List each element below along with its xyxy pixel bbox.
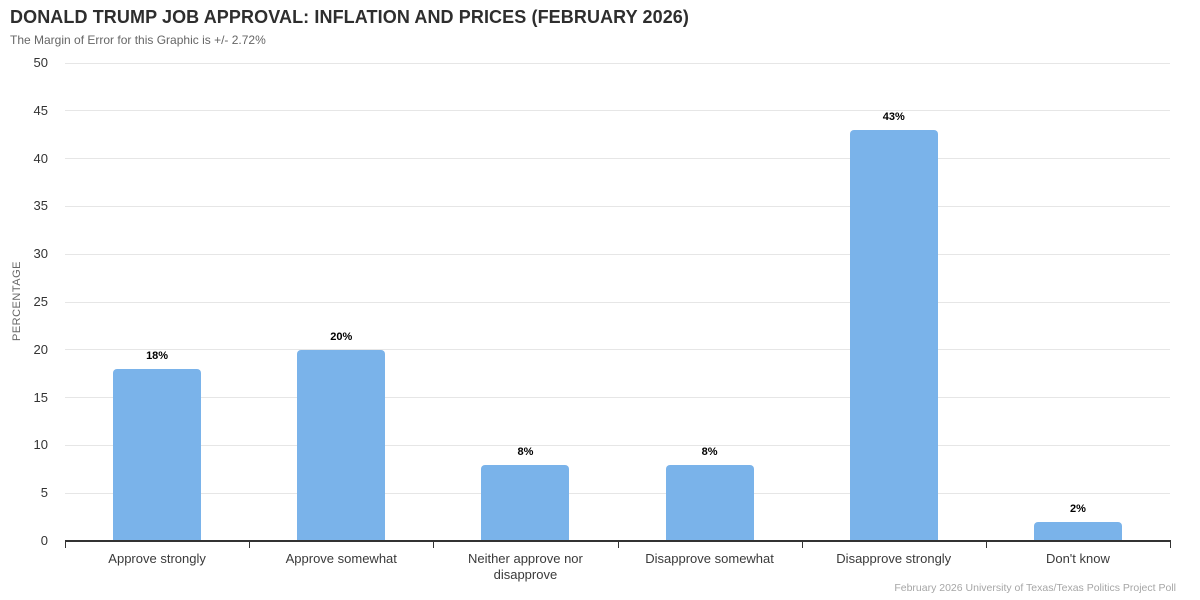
y-gridline [65, 301, 1170, 303]
x-axis-category-label: Approve strongly [108, 551, 206, 566]
y-gridline [65, 253, 1170, 255]
y-gridline [65, 205, 1170, 207]
bar-0[interactable] [113, 369, 202, 541]
bar-value-label: 18% [146, 350, 169, 362]
y-axis-tick-label: 0 [40, 533, 48, 548]
source-credit: February 2026 University of Texas/Texas … [894, 582, 1176, 594]
y-gridline [65, 492, 1170, 494]
x-axis-category-label: Don't know [1045, 551, 1110, 566]
y-axis-tick-label: 35 [33, 198, 48, 214]
bar-4[interactable] [849, 130, 938, 541]
y-gridline [65, 158, 1170, 160]
y-axis-tick-label: 5 [40, 485, 48, 501]
bar-value-label: 8% [701, 446, 718, 458]
y-axis-tick-label: 25 [33, 294, 48, 309]
bar-1[interactable] [297, 350, 386, 541]
y-gridline [65, 62, 1170, 64]
y-gridline [65, 397, 1170, 399]
y-gridline [65, 349, 1170, 351]
chart-title: DONALD TRUMP JOB APPROVAL: INFLATION AND… [10, 7, 690, 27]
x-axis-category-label: Disapprove strongly [836, 551, 952, 566]
bar-value-label: 2% [1069, 503, 1086, 515]
bar-3[interactable] [665, 465, 754, 541]
y-axis-tick-label: 10 [33, 437, 48, 453]
x-axis-category-label: Approve somewhat [285, 551, 397, 566]
y-axis-tick-label: 30 [33, 246, 48, 262]
x-axis-tick [617, 541, 619, 548]
x-axis-category-label: Neither approve nor disapprove [467, 551, 583, 582]
chart-subtitle: The Margin of Error for this Graphic is … [10, 33, 266, 47]
y-axis-tick-label: 15 [33, 389, 48, 405]
x-axis-tick [801, 541, 803, 548]
x-axis-tick [985, 541, 987, 548]
x-axis-line [65, 540, 1171, 542]
y-axis-tick-label: 50 [33, 55, 48, 70]
bar-value-label: 20% [330, 331, 353, 343]
bar-5[interactable] [1033, 522, 1122, 541]
y-gridline [65, 110, 1170, 112]
bar-value-label: 43% [882, 111, 905, 123]
x-axis-tick [65, 541, 66, 548]
x-axis-tick [1170, 541, 1171, 548]
x-axis-tick [433, 541, 435, 548]
y-gridline [65, 444, 1170, 446]
bar-2[interactable] [481, 465, 570, 541]
y-axis-tick-label: 45 [33, 102, 48, 118]
bar-value-label: 8% [517, 446, 534, 458]
x-axis-category-label: Disapprove somewhat [645, 551, 774, 566]
y-axis-tick-label: 20 [33, 341, 48, 357]
y-axis-tick-label: 40 [33, 150, 48, 166]
x-axis-tick [249, 541, 251, 548]
